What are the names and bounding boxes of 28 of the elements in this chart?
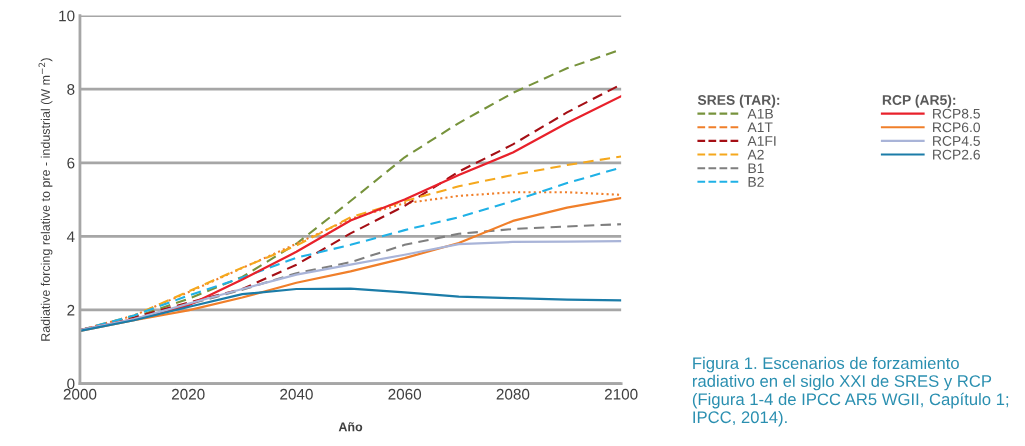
y-axis-title: Radiative forcing relative to pre - industrial (W m$^{−2}$) bbox=[38, 58, 53, 341]
legend-label: RCP2.6 bbox=[933, 149, 980, 160]
x-tick-label: 2100 bbox=[604, 388, 638, 400]
legend-label: RCP8.5 bbox=[933, 108, 980, 119]
y-tick-label: 0 bbox=[67, 378, 75, 390]
x-tick-label: 2080 bbox=[496, 388, 530, 400]
legend-label: A1B bbox=[747, 108, 773, 119]
legend-label: B2 bbox=[748, 176, 764, 187]
y-tick-label: 4 bbox=[66, 231, 75, 242]
x-tick-label: 2040 bbox=[280, 388, 313, 400]
x-tick-label: 2000 bbox=[63, 388, 97, 400]
y-tick-label: 2 bbox=[67, 304, 75, 316]
text: Figura 1. Escenarios de forzamiento radiativo en el siglo XXI de SRES y RCP (Figura 1-4 de IPCC AR5 WGII, Capítulo 1; IPCC, 2014). bbox=[692, 356, 1009, 427]
x-tick-label: 2020 bbox=[171, 388, 205, 400]
line-series bbox=[79, 287, 622, 333]
legend-label: RCP6.0 bbox=[933, 122, 981, 133]
legend-label: A1T bbox=[747, 122, 773, 133]
legend-label: B1 bbox=[748, 163, 764, 174]
y-tick-label: 6 bbox=[67, 157, 75, 169]
y-tick-label: 8 bbox=[67, 84, 75, 95]
text: SRES (TAR): bbox=[697, 94, 780, 108]
y-tick-label: 10 bbox=[59, 10, 75, 22]
x-axis-title: Año bbox=[338, 422, 363, 432]
legend-label: A1FI bbox=[747, 136, 776, 146]
text: RCP (AR5): bbox=[882, 94, 956, 108]
legend-label: RCP4.5 bbox=[933, 136, 980, 146]
x-tick-label: 2060 bbox=[388, 388, 422, 400]
legend-label: A2 bbox=[747, 149, 764, 160]
